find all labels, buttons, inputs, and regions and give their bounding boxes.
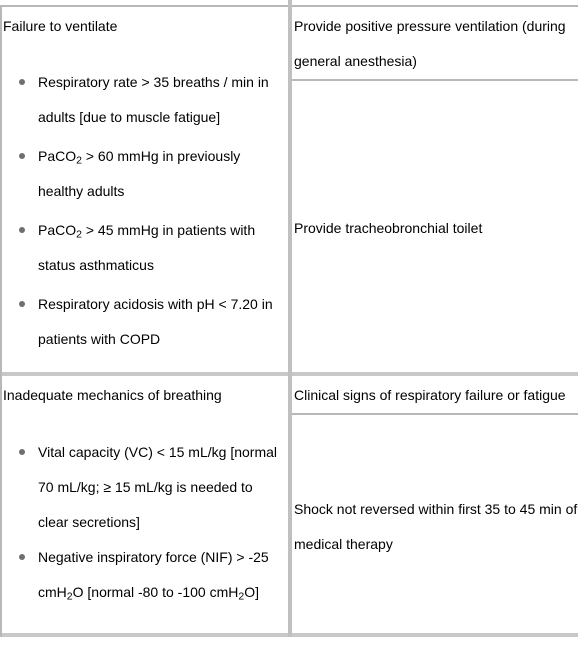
list-item: Negative inspiratory force (NIF) > -25 c… xyxy=(0,540,277,610)
list-item-text: 70 mL/kg; ≥ 15 mL/kg is needed to xyxy=(38,479,253,495)
list-item-text: healthy adults xyxy=(38,183,124,199)
list-item: Respiratory acidosis with pH < 7.20 in p… xyxy=(0,287,273,357)
shock-line1: Shock not reversed within first 35 to 45… xyxy=(294,492,577,527)
list-item-text: adults [due to muscle fatigue] xyxy=(38,109,220,125)
list-item-text: > 60 mmHg in previously xyxy=(82,148,240,164)
list-item-text: status asthmaticus xyxy=(38,257,154,273)
bullet-icon xyxy=(19,301,25,307)
list-item-text: Respiratory acidosis with pH < 7.20 in xyxy=(38,296,273,312)
bullet-icon xyxy=(19,554,25,560)
ppv-line1: Provide positive pressure ventilation (d… xyxy=(294,9,566,44)
mechanics-title: Inadequate mechanics of breathing xyxy=(3,378,222,413)
list-item-text: O] xyxy=(244,584,259,600)
list-item-text: PaCO xyxy=(38,222,76,238)
list-item-text: patients with COPD xyxy=(38,331,160,347)
list-item-text: O [normal -80 to -100 cmH xyxy=(73,584,239,600)
list-item-text: Vital capacity (VC) < 15 mL/kg [normal xyxy=(38,444,277,460)
list-item-text: > 45 mmHg in patients with xyxy=(82,222,255,238)
failure-title: Failure to ventilate xyxy=(3,9,117,44)
cell-inadequate-mechanics: Inadequate mechanics of breathing Vital … xyxy=(0,377,288,633)
cell-shock: Shock not reversed within first 35 to 45… xyxy=(292,415,578,633)
list-item: Respiratory rate > 35 breaths / min in a… xyxy=(0,65,273,135)
list-item: Vital capacity (VC) < 15 mL/kg [normal 7… xyxy=(0,435,277,540)
cell-tracheobronchial-toilet: Provide tracheobronchial toilet xyxy=(292,81,578,372)
shock-line2: medical therapy xyxy=(294,527,393,562)
mechanics-list: Vital capacity (VC) < 15 mL/kg [normal 7… xyxy=(0,435,277,610)
cell-positive-pressure: Provide positive pressure ventilation (d… xyxy=(292,8,578,79)
list-item: PaCO2 > 60 mmHg in previously healthy ad… xyxy=(0,139,273,209)
list-item-text: PaCO xyxy=(38,148,76,164)
clinical-text: Clinical signs of respiratory failure or… xyxy=(294,378,566,413)
list-item-text: Respiratory rate > 35 breaths / min in xyxy=(38,74,269,90)
bullet-icon xyxy=(19,79,25,85)
list-item-text: Negative inspiratory force (NIF) > -25 xyxy=(38,549,269,565)
cell-failure-to-ventilate: Failure to ventilate Respiratory rate > … xyxy=(0,8,288,372)
bullet-icon xyxy=(19,449,25,455)
ppv-line2: general anesthesia) xyxy=(294,44,417,79)
bullet-icon xyxy=(19,227,25,233)
failure-list: Respiratory rate > 35 breaths / min in a… xyxy=(0,65,273,357)
list-item-text: clear secretions] xyxy=(38,514,140,530)
list-item: PaCO2 > 45 mmHg in patients with status … xyxy=(0,213,273,283)
cell-clinical-signs: Clinical signs of respiratory failure or… xyxy=(292,377,578,413)
toilet-text: Provide tracheobronchial toilet xyxy=(294,211,482,246)
bullet-icon xyxy=(19,153,25,159)
list-item-text: cmH xyxy=(38,584,67,600)
